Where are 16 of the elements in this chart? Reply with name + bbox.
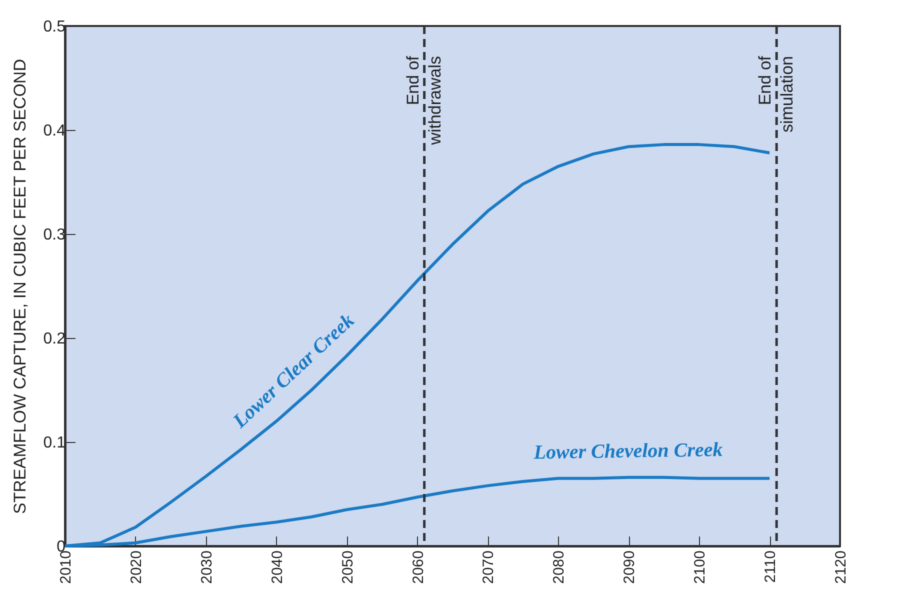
x-tick-label: 2020: [128, 550, 145, 584]
x-tick-label: 2060: [410, 550, 427, 584]
ref-line-label: End of withdrawals: [403, 56, 444, 146]
x-tick-label: 2120: [832, 550, 850, 584]
x-tick-label: 2080: [550, 550, 568, 584]
x-tick-label: 2100: [692, 550, 709, 584]
x-tick-label: 2070: [480, 550, 498, 584]
x-tick-label: 2030: [198, 550, 216, 584]
x-tick-label: 2090: [621, 550, 638, 584]
x-tick-label: 2050: [339, 550, 356, 584]
x-tick-label: 2110: [762, 550, 780, 583]
y-axis-title: STREAMFLOW CAPTURE, IN CUBIC FEET PER SECOND: [10, 59, 30, 514]
ref-line-label: End of simulation: [756, 56, 797, 133]
x-tick-label: 2040: [268, 550, 286, 584]
y-tick-label: 0.5: [43, 18, 66, 36]
series-label: Lower Chevelon Creek: [532, 438, 723, 464]
